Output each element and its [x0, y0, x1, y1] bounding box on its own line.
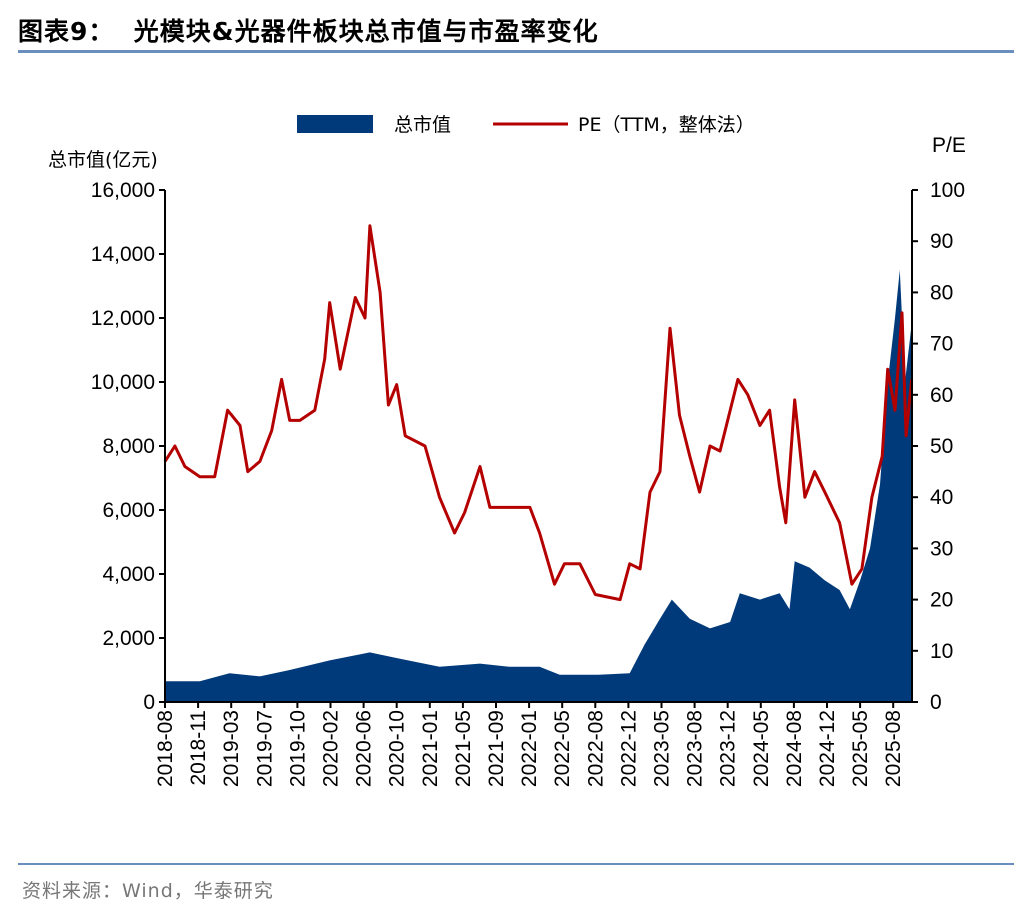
title-divider — [18, 50, 1014, 53]
x-tick-label: 2024-08 — [783, 710, 806, 787]
x-tick-label: 2025-08 — [882, 710, 905, 787]
x-tick-label: 2021-05 — [452, 710, 475, 787]
x-tick-label: 2022-01 — [518, 710, 541, 787]
right-tick-label: 50 — [930, 435, 953, 458]
right-tick-label: 70 — [930, 333, 953, 356]
right-tick-label: 30 — [930, 537, 953, 560]
left-tick-label: 2,000 — [102, 627, 155, 650]
right-axis-label: P/E — [932, 134, 966, 157]
footer-divider — [18, 863, 1014, 865]
left-tick-label: 8,000 — [102, 435, 155, 458]
x-tick-label: 2019-03 — [220, 710, 243, 787]
x-tick-label: 2025-05 — [849, 710, 872, 787]
x-tick-label: 2023-05 — [651, 710, 674, 787]
source-note: 资料来源：Wind，华泰研究 — [22, 880, 274, 902]
left-tick-label: 4,000 — [102, 563, 155, 586]
market-cap-area — [165, 270, 912, 702]
legend-label-market-cap: 总市值 — [394, 114, 451, 136]
x-tick-label: 2019-10 — [286, 710, 309, 787]
legend-label-pe: PE（TTM，整体法） — [578, 114, 755, 136]
x-tick-label: 2021-01 — [419, 710, 442, 787]
x-tick-label: 2024-05 — [750, 710, 773, 787]
chart-title: 图表9： 光模块&光器件板块总市值与市盈率变化 — [18, 17, 599, 46]
x-tick-label: 2021-09 — [485, 710, 508, 787]
left-tick-label: 6,000 — [102, 499, 155, 522]
right-tick-label: 60 — [930, 384, 953, 407]
x-tick-label: 2023-12 — [717, 710, 740, 787]
x-tick-label: 2019-07 — [253, 710, 276, 787]
x-tick-label: 2020-02 — [320, 710, 343, 787]
left-axis-label: 总市值(亿元) — [48, 149, 158, 171]
x-tick-label: 2020-06 — [353, 710, 376, 787]
legend-swatch-market-cap — [297, 115, 373, 133]
legend: 总市值 PE（TTM，整体法） — [297, 114, 755, 136]
left-tick-label: 14,000 — [91, 243, 155, 266]
x-tick-label: 2020-10 — [386, 710, 409, 787]
right-tick-label: 0 — [930, 691, 942, 714]
right-tick-label: 90 — [930, 230, 953, 253]
x-tick-label: 2022-08 — [584, 710, 607, 787]
right-tick-label: 20 — [930, 589, 953, 612]
pe-line — [163, 224, 914, 602]
left-tick-label: 10,000 — [91, 371, 155, 394]
right-tick-label: 40 — [930, 486, 953, 509]
x-tick-label: 2018-08 — [154, 710, 177, 787]
x-tick-label: 2022-05 — [551, 710, 574, 787]
x-tick-label: 2023-08 — [684, 710, 707, 787]
right-tick-label: 100 — [930, 179, 965, 202]
right-tick-label: 10 — [930, 640, 953, 663]
x-tick-label: 2024-12 — [816, 710, 839, 787]
x-tick-label: 2018-11 — [187, 710, 210, 786]
x-tick-label: 2022-12 — [617, 710, 640, 787]
right-tick-label: 80 — [930, 281, 953, 304]
left-tick-label: 12,000 — [91, 307, 155, 330]
left-tick-label: 16,000 — [91, 179, 155, 202]
left-tick-label: 0 — [143, 691, 155, 714]
